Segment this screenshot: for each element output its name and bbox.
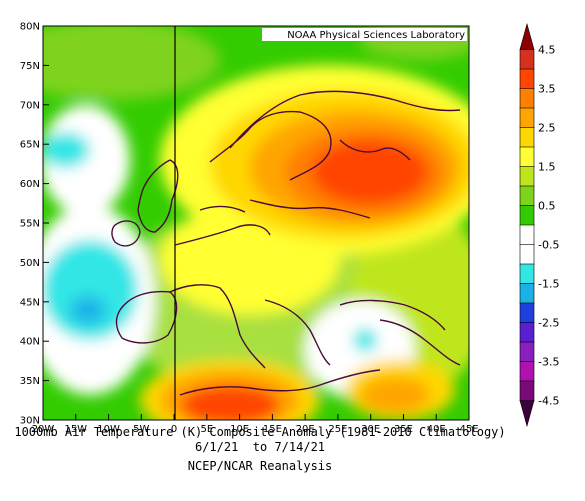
lat-tick-label: 60N [20,179,40,190]
lon-tick-label: 5W [133,424,149,435]
colorbar-segment [519,185,535,207]
anomaly-field [43,26,469,420]
lon-tick-label: 40E [427,424,446,435]
lat-tick-label: 45N [20,297,40,308]
colorbar-label: 2.5 [538,122,556,135]
lat-tick-label: 70N [20,100,40,111]
colorbar-segment [519,224,535,246]
colorbar-segment [519,146,535,168]
caption-source: NCEP/NCAR Reanalysis [187,459,333,473]
colorbar-label: -1.5 [538,278,559,291]
colorbar-segment [519,166,535,187]
lon-tick-label: 30E [361,424,380,435]
latitude-axis: 80N 75N 70N 65N 60N 55N 50N 45N 40N 35N 30N [20,22,49,427]
lon-tick-label: 20E [296,424,315,435]
lon-tick-label: 25E [328,424,347,435]
colorbar-segment [519,283,535,304]
colorbar-segment [519,400,535,428]
colorbar-segment [519,127,535,148]
colorbar-segment [519,205,535,226]
lat-tick-label: 40N [20,337,40,348]
lon-tick-label: 10E [230,424,249,435]
caption-title: 1000mb Air Temperature (K) Composite Ano… [14,425,506,439]
lon-tick-label: 15W [64,424,87,435]
lat-tick-label: 65N [20,140,40,151]
lat-tick-label: 35N [20,376,40,387]
colorbar-label: 0.5 [538,200,556,213]
colorbar-segment [519,22,535,50]
lat-tick-label: 80N [20,22,40,33]
caption-dates: 6/1/21 to 7/14/21 [194,440,326,454]
colorbar-segment [519,341,535,363]
lat-tick-label: 55N [20,219,40,230]
lon-tick-label: 15E [263,424,282,435]
colorbar-segment [519,263,535,285]
colorbar-segment [519,302,535,324]
colorbar-segment [519,68,535,90]
colorbar-segment [519,88,535,109]
colorbar-label: 1.5 [538,161,556,174]
colorbar-segment [519,361,535,382]
credit-box [262,28,467,41]
lon-tick-label: 10W [97,424,120,435]
lon-tick-label: 5E [201,424,214,435]
colorbar-label: -3.5 [538,356,559,369]
colorbar-label: 4.5 [538,44,556,57]
coastlines [111,90,461,396]
lon-tick-label: 45E [459,424,478,435]
colorbar-label: -4.5 [538,395,559,408]
longitude-axis: 20W 15W 10W 5W 0 5E 10E 15E 20E 25E 30E 35E 40E 45E [32,414,479,435]
lat-tick-label: 50N [20,258,40,269]
lon-tick-label: 0 [171,424,177,435]
credit-label: NOAA Physical Sciences Laboratory [287,30,465,41]
colorbar: 4.5 3.5 2.5 1.5 0.5 -0.5 -1.5 -2.5 -3.5 -4.5 [519,22,559,428]
colorbar-segment [519,107,535,129]
colorbar-segment [519,322,535,343]
colorbar-segment [519,49,535,70]
lat-tick-label: 75N [20,61,40,72]
colorbar-segment [519,380,535,402]
lon-tick-label: 20W [32,424,55,435]
lon-tick-label: 35E [394,424,413,435]
colorbar-label: 3.5 [538,83,556,96]
colorbar-label: -0.5 [538,239,559,252]
lat-tick-label: 30N [20,416,40,427]
colorbar-segment [519,244,535,265]
colorbar-label: -2.5 [538,317,559,330]
